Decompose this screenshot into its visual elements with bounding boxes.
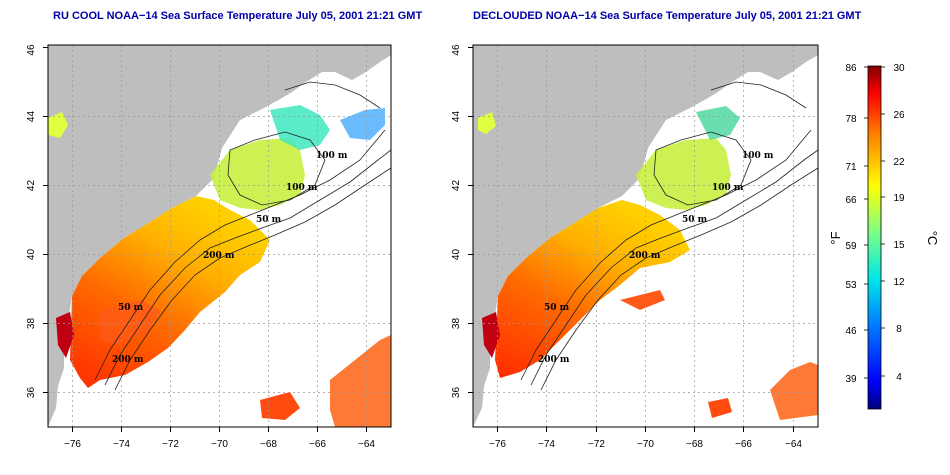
bathymetry-contours	[94, 81, 391, 391]
celsius-tick-label: 8	[896, 324, 902, 335]
contour-labels: 100 m 100 m 50 m 200 m 50 m 200 m	[538, 151, 774, 365]
contour-labels: 100 m 100 m 50 m 200 m 50 m 200 m	[112, 151, 348, 365]
lon-tick-label: −76	[64, 439, 81, 450]
contour-label-50m: 50 m	[256, 215, 282, 225]
right-map-panel: 100 m 100 m 50 m 200 m 50 m 200 m −76 −7…	[451, 44, 819, 450]
lat-tick-label: 42	[451, 180, 462, 192]
fahrenheit-tick-label: 66	[845, 195, 857, 206]
fahrenheit-tick-label: 59	[845, 241, 857, 252]
lat-tick-label: 36	[26, 387, 37, 399]
lon-tick-label: −74	[113, 439, 130, 450]
left-map-title: RU COOL NOAA−14 Sea Surface Temperature …	[53, 10, 423, 22]
celsius-tick-label: 4	[896, 372, 902, 383]
sst-warm-patch-se	[770, 362, 818, 420]
celsius-tick-label: 26	[893, 110, 905, 121]
lon-tick-marks	[72, 427, 367, 432]
celsius-tick-label: 19	[893, 193, 905, 204]
lat-tick-label: 38	[451, 318, 462, 330]
lon-tick-labels: −76 −74 −72 −70 −68 −66 −64	[489, 439, 802, 450]
bathymetry-contours	[520, 81, 818, 391]
fahrenheit-tick-label: 78	[845, 114, 857, 125]
contour-label-50m: 50 m	[118, 303, 144, 313]
fahrenheit-unit-label: °F	[828, 231, 843, 244]
lat-tick-label: 44	[451, 111, 462, 123]
lat-tick-label: 38	[26, 318, 37, 330]
sst-warm-patch-s	[260, 392, 300, 420]
lat-tick-labels: 36 38 40 42 44 46	[26, 44, 37, 398]
fahrenheit-tick-label: 39	[845, 374, 857, 385]
contour-label-200m: 200 m	[112, 355, 144, 365]
lon-tick-label: −72	[588, 439, 605, 450]
sst-warm-region	[495, 200, 690, 378]
lat-tick-label: 40	[451, 249, 462, 261]
contour-label-200m: 200 m	[203, 251, 235, 261]
lon-gridlines	[72, 45, 367, 427]
sst-mid-region	[210, 138, 305, 210]
celsius-tick-label: 22	[893, 157, 905, 168]
fahrenheit-labels: 86 78 71 66 59 53 46 39	[845, 63, 857, 385]
lon-tick-label: −66	[735, 439, 752, 450]
sst-warm-region-offshore	[100, 300, 160, 345]
celsius-tick-label: 30	[893, 63, 905, 74]
contour-label-100m: 100 m	[712, 183, 744, 193]
lat-tick-label: 40	[26, 249, 37, 261]
lat-tick-marks	[43, 47, 48, 393]
contour-label-50m: 50 m	[682, 215, 708, 225]
colorbar-ticks-right	[881, 66, 885, 377]
colorbar: 86 78 71 66 59 53 46 39 30 26 22 19 15 1…	[828, 63, 940, 410]
lat-tick-marks	[468, 47, 473, 393]
lon-tick-label: −66	[309, 439, 326, 450]
celsius-unit-label: °C	[925, 231, 940, 246]
lon-tick-label: −68	[260, 439, 277, 450]
lat-tick-label: 44	[26, 111, 37, 123]
contour-label-50m: 50 m	[544, 303, 570, 313]
lon-tick-label: −76	[489, 439, 506, 450]
contour-label-100m: 100 m	[742, 151, 774, 161]
lon-tick-label: −74	[538, 439, 555, 450]
contour-label-100m: 100 m	[316, 151, 348, 161]
fahrenheit-tick-label: 86	[845, 63, 857, 74]
lat-tick-label: 46	[26, 44, 37, 56]
sst-yellow-patch	[48, 112, 68, 138]
sst-yellow-patch	[478, 112, 496, 134]
right-map-title: DECLOUDED NOAA−14 Sea Surface Temperatur…	[473, 10, 862, 22]
fahrenheit-tick-label: 71	[845, 162, 857, 173]
colorbar-ticks-left	[864, 66, 868, 379]
contour-label-200m: 200 m	[629, 251, 661, 261]
lat-tick-label: 36	[451, 387, 462, 399]
land-mass	[473, 45, 818, 427]
lon-tick-label: −70	[637, 439, 654, 450]
celsius-labels: 30 26 22 19 15 12 8 4	[893, 63, 905, 383]
lon-tick-label: −72	[162, 439, 179, 450]
sst-warm-patch-se	[330, 335, 391, 427]
contour-label-200m: 200 m	[538, 355, 570, 365]
lon-tick-labels: −76 −74 −72 −70 −68 −66 −64	[64, 439, 375, 450]
lon-gridlines	[497, 45, 794, 427]
lon-tick-marks	[497, 427, 794, 432]
lat-tick-label: 42	[26, 180, 37, 192]
lat-gridlines	[48, 116, 391, 393]
fahrenheit-tick-label: 46	[845, 326, 857, 337]
lon-tick-label: −64	[785, 439, 802, 450]
lat-tick-label: 46	[451, 44, 462, 56]
colorbar-scale	[867, 65, 882, 410]
sst-cool-region	[696, 106, 740, 140]
sst-warm-patch-s	[708, 398, 732, 418]
left-map-panel: 100 m 100 m 50 m 200 m 50 m 200 m −76 −7…	[26, 44, 392, 450]
celsius-tick-label: 12	[893, 277, 905, 288]
lon-tick-label: −68	[686, 439, 703, 450]
fahrenheit-tick-label: 53	[845, 280, 857, 291]
sst-cool-region-east	[340, 108, 385, 140]
contour-label-100m: 100 m	[286, 183, 318, 193]
lon-tick-label: −64	[358, 439, 375, 450]
chesapeake-red	[482, 312, 500, 358]
sst-mid-region	[636, 138, 731, 210]
sst-warm-patch-e	[620, 290, 665, 310]
lon-tick-label: −70	[211, 439, 228, 450]
land-mass	[48, 45, 391, 427]
celsius-tick-label: 15	[893, 240, 905, 251]
lat-tick-labels: 36 38 40 42 44 46	[451, 44, 462, 398]
